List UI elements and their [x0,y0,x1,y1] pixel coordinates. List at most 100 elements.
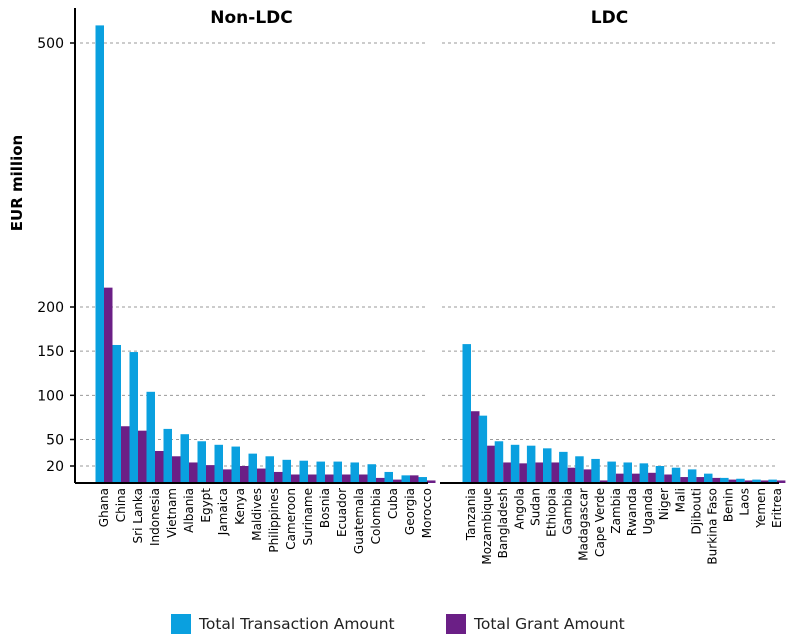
bar-transaction [197,441,206,483]
bar-grant [206,465,215,483]
bar-grant [308,474,317,483]
bar-transaction [163,428,172,483]
bar-transaction [478,415,488,483]
bar-grant [519,463,528,483]
category-label: Egypt [199,488,213,523]
bar-grant [567,467,577,483]
legend-label-grant: Total Grant Amount [474,615,625,633]
bar-transaction [687,469,697,483]
legend-swatch-grant [446,614,466,634]
category-label: Cameroon [284,488,298,550]
bar-grant [615,473,625,483]
category-label: Mozambique [480,488,494,565]
bar-grant [680,477,689,483]
category-label: Rwanda [625,488,639,536]
bar-grant [393,479,402,483]
bar-grant [325,474,334,483]
legend-item-transaction: Total Transaction Amount [171,612,395,636]
bar-transaction [494,441,504,483]
legend-swatch-transaction [171,614,191,634]
category-label: Indonesia [148,488,162,546]
bar-transaction [333,461,342,483]
category-label: Colombia [369,488,383,544]
category-label: Albania [182,488,196,533]
bar-transaction [418,477,427,483]
bar-transaction [384,471,393,483]
bar-transaction [248,453,257,483]
category-label: Jamaica [216,488,230,536]
bar-grant [138,430,147,483]
bar-grant [189,462,198,483]
bar-grant [503,462,512,483]
category-label: Mali [673,488,687,512]
bar-transaction [316,461,325,483]
category-label: Tanzania [464,488,478,541]
bar-grant [551,462,560,483]
bar-transaction [543,448,552,483]
bar-transaction [299,460,308,483]
category-label: Uganda [641,488,655,534]
y-tick-label: 20 [46,459,64,475]
category-label: Laos [738,488,752,516]
category-label: Angola [512,488,526,529]
y-tick-label: 200 [37,300,64,316]
bar-transaction [704,473,713,483]
bar-grant [696,477,705,483]
bar-transaction [655,466,665,483]
bar-grant [648,472,657,483]
bar-transaction [350,462,359,483]
bar-transaction [607,461,616,483]
category-label: Zambia [609,488,623,534]
category-label: Bosnia [318,488,332,528]
category-label: Eritrea [770,488,784,528]
bar-grant [535,462,544,483]
bar-grant [410,475,419,483]
category-label: Ecuador [335,488,349,537]
bar-grant [599,480,609,483]
bar-grant [632,473,641,483]
bar-transaction [180,434,189,483]
bar-transaction [768,479,777,483]
category-label: Philippines [267,488,281,553]
bar-transaction [526,445,536,483]
legend-label-transaction: Total Transaction Amount [199,615,395,633]
bar-transaction [265,456,274,483]
bar-grant [172,456,181,483]
bar-transaction [462,344,471,483]
category-label: Gambia [561,488,575,535]
bar-grant [223,469,232,483]
bar-transaction [639,463,649,483]
bar-grant [121,426,130,483]
panel-title: Non-LDC [210,8,293,28]
bar-grant [359,474,368,483]
category-label: Benin [722,488,736,522]
bar-grant [342,474,351,483]
bar-transaction [146,391,155,483]
bar-transaction [671,467,681,483]
bar-transaction [575,456,584,483]
category-label: Cuba [386,488,400,519]
y-tick-label: 50 [46,433,64,449]
bar-transaction [736,478,745,483]
category-label: Maldives [250,488,264,541]
bar-grant [487,445,496,483]
bar-transaction [367,464,376,483]
bar-grant [664,474,673,483]
bar-grant [240,466,249,483]
category-label: Cape Verde [593,488,607,557]
bar-grant [744,480,754,483]
bar-transaction [559,451,568,483]
y-tick-label: 100 [37,388,64,404]
bar-grant [471,411,480,483]
category-label: Madagascar [577,488,591,561]
bar-grant [155,450,164,483]
bar-grant [376,477,385,483]
bar-transaction [720,477,729,483]
bar-grant [257,468,266,483]
bar-transaction [231,446,240,483]
category-label: Ethiopia [545,488,559,537]
bar-grant [274,471,283,483]
panel-title: LDC [591,8,628,28]
bar-transaction [401,475,410,483]
bar-grant [583,469,593,483]
